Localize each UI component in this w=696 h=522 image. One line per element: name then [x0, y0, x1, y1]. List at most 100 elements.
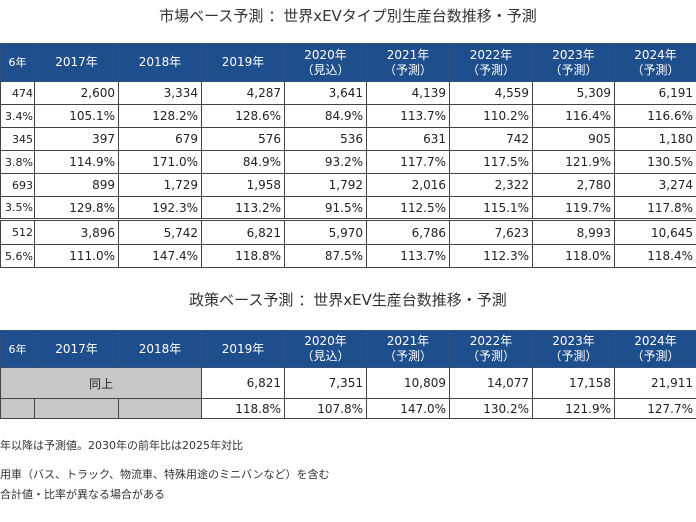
- table-cell: 7,351: [284, 367, 367, 399]
- header-year: 2018年: [138, 55, 182, 69]
- header-sub: （見込）: [301, 62, 350, 77]
- table-cell: 3.4%: [0, 104, 35, 128]
- header-sub: （予測）: [631, 349, 680, 363]
- table-cell: 693: [0, 173, 35, 197]
- table-cell: 93.2%: [284, 150, 367, 174]
- header-sub: （予測）: [466, 62, 515, 77]
- table-cell: 147.0%: [366, 398, 450, 419]
- table-cell: 631: [366, 127, 450, 151]
- table-cell: 3,274: [614, 173, 696, 197]
- market-table-title: 市場ベース予測 ：世界xEVタイプ別生産台数推移・予測: [159, 7, 537, 25]
- table-cell: 6,786: [366, 218, 450, 245]
- table-cell: 3,334: [118, 81, 202, 105]
- column-header: 2020年 （見込）: [284, 330, 367, 368]
- policy-table-title: 政策ベース予測 ：世界xEV生産台数推移・予測: [189, 291, 507, 309]
- column-header: 2022年 （予測）: [449, 330, 533, 368]
- table-cell: 536: [284, 127, 367, 151]
- grey-cell: [0, 398, 35, 419]
- table-row: 3.8% 114.9% 171.0% 84.9% 93.2% 117.7% 117.5% 12…: [0, 150, 696, 174]
- table-cell: 118.8%: [201, 244, 285, 268]
- table-cell: 128.6%: [201, 104, 285, 128]
- table-cell: 116.6%: [614, 104, 696, 128]
- table-cell: 127.7%: [614, 398, 696, 419]
- header-year: 2021年: [386, 334, 430, 348]
- table-cell: 7,623: [449, 218, 533, 245]
- table-cell: 576: [201, 127, 285, 151]
- table-cell: 3.8%: [0, 150, 35, 174]
- table-cell: 110.2%: [449, 104, 533, 128]
- table-cell: 21,911: [614, 367, 696, 399]
- header-sub: （予測）: [383, 62, 432, 77]
- table-cell: 1,792: [284, 173, 367, 197]
- header-year: 2023年: [552, 334, 595, 348]
- column-header: 6年: [0, 330, 35, 368]
- header-year: 2024年: [634, 334, 677, 348]
- table-cell: 112.5%: [366, 196, 450, 220]
- table-cell: 113.2%: [201, 196, 285, 220]
- header-sub: （予測）: [549, 62, 598, 77]
- table-cell: 4,559: [449, 81, 533, 105]
- table-cell: 899: [34, 173, 119, 197]
- table-cell: 130.5%: [614, 150, 696, 174]
- column-header: 2017年: [34, 43, 119, 82]
- header-year: 2020年: [304, 47, 347, 62]
- table-cell: 10,809: [366, 367, 450, 399]
- header-year: 2017年: [55, 341, 98, 356]
- table-cell: 4,139: [366, 81, 450, 105]
- header-sub: （見込）: [301, 349, 350, 363]
- table-cell: 5.6%: [0, 244, 35, 268]
- table-cell: 14,077: [449, 367, 533, 399]
- column-header: 2024年 （予測）: [614, 330, 696, 368]
- table-cell: 107.8%: [284, 398, 367, 419]
- table-cell: 119.7%: [532, 196, 615, 220]
- table-cell: 129.8%: [34, 196, 119, 220]
- table-cell: 112.3%: [449, 244, 533, 268]
- note-3: 合計値・比率が異なる場合がある: [0, 488, 165, 501]
- policy-forecast-table: 6年 2017年 2018年 2019年 2020年 （見込） 2021年 （予測） 2022年…: [0, 330, 696, 419]
- table-cell: 345: [0, 127, 35, 151]
- table-cell: 84.9%: [201, 150, 285, 174]
- header-year: 2019年: [221, 341, 265, 356]
- table-cell: 116.4%: [532, 104, 615, 128]
- table-cell: 111.0%: [34, 244, 119, 268]
- table-cell: 118.8%: [201, 398, 285, 419]
- header-year: 2019年: [221, 55, 265, 69]
- column-header: 2022年 （予測）: [449, 43, 533, 82]
- table-cell: 905: [532, 127, 615, 151]
- table-cell: 114.9%: [34, 150, 119, 174]
- table-cell: 17,158: [532, 367, 615, 399]
- table-row: 3.5% 129.8% 192.3% 113.2% 91.5% 112.5% 115.1% 1…: [0, 196, 696, 220]
- table-cell: 10,645: [614, 218, 696, 245]
- table-cell: 113.7%: [366, 104, 450, 128]
- table-cell: 2,600: [34, 81, 119, 105]
- table-cell: 6,191: [614, 81, 696, 105]
- header-year: 2021年: [386, 47, 430, 62]
- header-year: 2022年: [469, 47, 513, 62]
- table-cell: 128.2%: [118, 104, 202, 128]
- table-cell: 2,780: [532, 173, 615, 197]
- table-cell: 5,970: [284, 218, 367, 245]
- column-header: 2017年: [34, 330, 119, 368]
- header-year: 2024年: [634, 47, 677, 62]
- grey-cell: [118, 398, 202, 419]
- table-row: 3.4% 105.1% 128.2% 128.6% 84.9% 113.7% 110.2% 1…: [0, 104, 696, 128]
- column-header: 2021年 （予測）: [366, 330, 450, 368]
- column-header: 2020年 （見込）: [284, 43, 367, 82]
- table-cell: 87.5%: [284, 244, 367, 268]
- table-cell: 118.4%: [614, 244, 696, 268]
- header-year: 2023年: [552, 47, 595, 62]
- table-cell: 117.5%: [449, 150, 533, 174]
- table-row: 5.6% 111.0% 147.4% 118.8% 87.5% 113.7% 112.3% 1…: [0, 244, 696, 268]
- table-row: 693 899 1,729 1,958 1,792 2,016 2,322 2,780 3,27…: [0, 173, 696, 197]
- column-header: 2018年: [118, 43, 202, 82]
- table-cell: 121.9%: [532, 398, 615, 419]
- table-cell: 1,958: [201, 173, 285, 197]
- table-cell: 6,821: [201, 218, 285, 245]
- header-year: 6年: [8, 56, 27, 69]
- header-sub: （予測）: [631, 62, 680, 77]
- column-header: 2024年 （予測）: [614, 43, 696, 82]
- header-year: 2020年: [304, 334, 347, 348]
- table-cell: 1,729: [118, 173, 202, 197]
- column-header: 2021年 （予測）: [366, 43, 450, 82]
- table-cell: 3,896: [34, 218, 119, 245]
